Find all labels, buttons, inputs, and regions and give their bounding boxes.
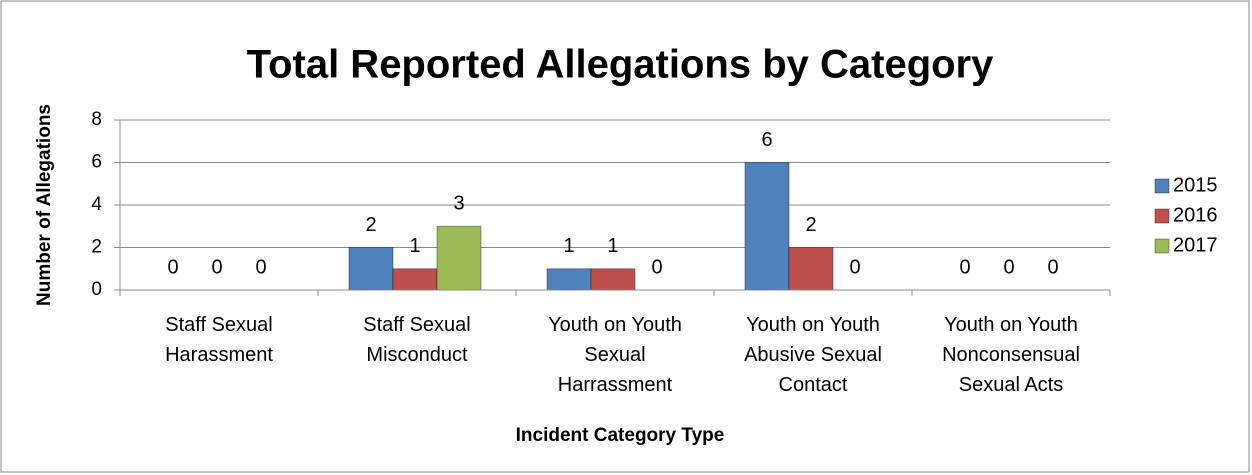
data-label: 1 [409, 235, 420, 257]
bar [744, 162, 790, 291]
data-label: 3 [453, 193, 464, 215]
data-label: 2 [805, 214, 816, 236]
x-tick-label: Staff Sexual Harassment [165, 314, 273, 366]
data-label: 0 [651, 256, 662, 278]
legend-label: 2016 [1173, 204, 1218, 226]
bar [788, 247, 834, 291]
x-tick-label: Youth on Youth Nonconsensual Sexual Acts [942, 314, 1080, 396]
legend-swatch [1154, 208, 1170, 224]
y-axis-label: Number of Allegations [34, 104, 55, 306]
y-tick-label: 4 [91, 194, 102, 215]
x-tick-label: Staff Sexual Misconduct [363, 314, 470, 366]
data-label: 1 [563, 235, 574, 257]
data-label: 2 [365, 214, 376, 236]
y-tick-label: 2 [91, 237, 102, 258]
x-axis-label: Incident Category Type [516, 425, 725, 446]
data-label: 0 [1047, 256, 1058, 278]
x-tick-label: Youth on Youth Abusive Sexual Contact [744, 314, 882, 396]
data-label: 0 [1003, 256, 1014, 278]
data-label: 0 [959, 256, 970, 278]
data-label: 0 [255, 256, 266, 278]
data-label: 1 [607, 235, 618, 257]
y-tick-label: 8 [91, 109, 102, 130]
y-tick-label: 6 [91, 152, 102, 173]
legend-label: 2015 [1173, 174, 1218, 196]
bar [590, 268, 636, 291]
data-label: 0 [211, 256, 222, 278]
legend-swatch [1154, 238, 1170, 254]
data-label: 6 [761, 129, 772, 151]
bar [392, 268, 438, 291]
bar [348, 247, 394, 291]
y-tick-label: 0 [91, 279, 102, 300]
data-label: 0 [167, 256, 178, 278]
x-tick-label: Youth on Youth Sexual Harrassment [548, 314, 682, 396]
legend-label: 2017 [1173, 234, 1218, 256]
bar [546, 268, 592, 291]
data-label: 0 [849, 256, 860, 278]
chart-title: Total Reported Allegations by Category [247, 43, 995, 87]
legend-swatch [1154, 178, 1170, 194]
bar [436, 225, 482, 291]
